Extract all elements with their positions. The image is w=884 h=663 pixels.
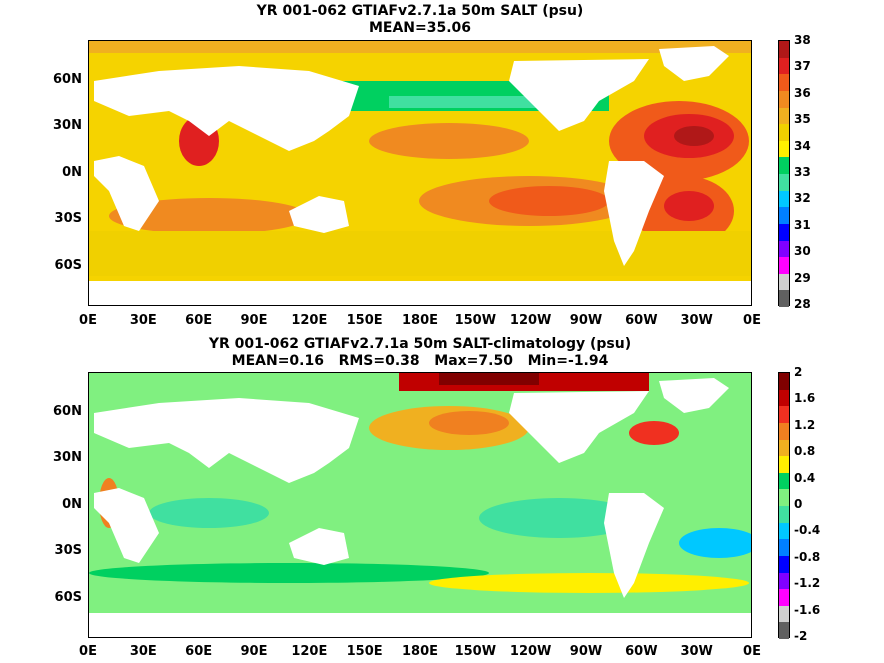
colorbar-segment bbox=[779, 589, 789, 606]
colorbar-segment bbox=[779, 257, 789, 274]
lon-label: 90E bbox=[240, 313, 268, 328]
lat-label-30s: 30S bbox=[54, 543, 82, 558]
colorbar-label: -1.2 bbox=[794, 576, 821, 591]
lon-label: 180E bbox=[401, 313, 439, 328]
lon-label: 90E bbox=[240, 644, 268, 659]
panel2-subtitle: MEAN=0.16 RMS=0.38 Max=7.50 Min=-1.94 bbox=[231, 353, 609, 369]
lon-label: 180E bbox=[401, 644, 439, 659]
lon-label: 150E bbox=[346, 644, 383, 659]
colorbar-segment bbox=[779, 140, 789, 158]
colorbar-label: 28 bbox=[794, 297, 811, 311]
colorbar-label: 35 bbox=[794, 112, 811, 127]
lon-label: 0E bbox=[743, 644, 761, 659]
salinity-map bbox=[88, 40, 752, 306]
colorbar-label: 1.2 bbox=[794, 417, 816, 432]
colorbar-label: 32 bbox=[794, 191, 811, 206]
colorbar-label: 34 bbox=[794, 138, 811, 153]
lon-label: 30E bbox=[129, 313, 157, 328]
colorbar-segment bbox=[779, 622, 789, 639]
lon-label: 150W bbox=[454, 644, 497, 659]
colorbar-anomaly bbox=[778, 372, 790, 639]
salinity-anomaly-map bbox=[88, 372, 752, 638]
colorbar-segment bbox=[779, 41, 789, 58]
colorbar-segment bbox=[779, 57, 789, 75]
lon-label: 150E bbox=[346, 313, 383, 328]
colorbar-segment bbox=[779, 539, 789, 556]
colorbar-segment bbox=[779, 90, 789, 108]
lat-label-30n: 30N bbox=[53, 450, 82, 465]
colorbar-label: -0.4 bbox=[794, 523, 821, 538]
lat-label-60s: 60S bbox=[54, 258, 82, 273]
lon-label: 60E bbox=[185, 644, 213, 659]
lon-label: 60W bbox=[625, 313, 658, 328]
colorbar-segment bbox=[779, 157, 789, 174]
colorbar-label: 0.8 bbox=[794, 444, 816, 459]
lon-label: 150W bbox=[454, 313, 497, 328]
colorbar-label: 36 bbox=[794, 85, 811, 100]
colorbar-segment bbox=[779, 456, 789, 473]
lat-label-60n: 60N bbox=[53, 72, 82, 87]
colorbar-label: -2 bbox=[794, 629, 808, 643]
colorbar-label: 2 bbox=[794, 365, 803, 379]
lon-label: 120W bbox=[509, 313, 552, 328]
lon-label: 120W bbox=[509, 644, 552, 659]
colorbar-label: 38 bbox=[794, 33, 811, 47]
colorbar-segment bbox=[779, 240, 789, 258]
colorbar-segment bbox=[779, 406, 789, 423]
colorbar-label: 1.6 bbox=[794, 391, 816, 406]
colorbar-segment bbox=[779, 522, 789, 540]
lat-label-0n: 0N bbox=[62, 165, 82, 180]
colorbar-segment bbox=[779, 373, 789, 390]
colorbar-label: 29 bbox=[794, 270, 811, 285]
lon-label: 90W bbox=[569, 644, 603, 659]
colorbar-segment bbox=[779, 555, 789, 573]
lon-label: 0E bbox=[79, 313, 97, 328]
colorbar-label: 37 bbox=[794, 59, 811, 74]
lat-label-30n: 30N bbox=[53, 118, 82, 133]
colorbar-segment bbox=[779, 422, 789, 440]
colorbar-label: 33 bbox=[794, 165, 811, 179]
lon-label: 30E bbox=[129, 644, 157, 659]
colorbar-segment bbox=[779, 389, 789, 407]
colorbar-segment bbox=[779, 489, 789, 506]
colorbar-segment bbox=[779, 207, 789, 224]
colorbar-label: 0.4 bbox=[794, 470, 816, 485]
colorbar-segment bbox=[779, 74, 789, 91]
colorbar-segment bbox=[779, 124, 789, 141]
colorbar-segment bbox=[779, 572, 789, 590]
colorbar-label: 0 bbox=[794, 497, 803, 511]
colorbar-label: 31 bbox=[794, 217, 811, 232]
lon-label: 30W bbox=[680, 644, 713, 659]
colorbar-label: -0.8 bbox=[794, 549, 821, 564]
colorbar-segment bbox=[779, 107, 789, 125]
colorbar-segment bbox=[779, 605, 789, 623]
lat-label-60n: 60N bbox=[53, 404, 82, 419]
colorbar-segment bbox=[779, 190, 789, 208]
panel1-title: YR 001-062 GTIAFv2.7.1a 50m SALT (psu) bbox=[256, 3, 584, 19]
panel2-title: YR 001-062 GTIAFv2.7.1a 50m SALT-climato… bbox=[208, 336, 632, 352]
colorbar-salinity bbox=[778, 40, 790, 307]
lon-label: 60E bbox=[185, 313, 213, 328]
colorbar-label: -1.6 bbox=[794, 602, 821, 617]
lon-label: 60W bbox=[625, 644, 658, 659]
lon-label: 0E bbox=[743, 313, 761, 328]
colorbar-segment bbox=[779, 439, 789, 457]
panel1-subtitle: MEAN=35.06 bbox=[368, 20, 472, 36]
lat-label-60s: 60S bbox=[54, 590, 82, 605]
colorbar-label: 30 bbox=[794, 244, 811, 259]
colorbar-segment bbox=[779, 223, 789, 241]
lat-label-30s: 30S bbox=[54, 211, 82, 226]
colorbar-segment bbox=[779, 472, 789, 490]
lon-label: 0E bbox=[79, 644, 97, 659]
colorbar-segment bbox=[779, 273, 789, 291]
colorbar-segment bbox=[779, 290, 789, 307]
lon-label: 120E bbox=[291, 313, 328, 328]
lon-label: 30W bbox=[680, 313, 713, 328]
colorbar-segment bbox=[779, 174, 789, 191]
lon-label: 90W bbox=[569, 313, 603, 328]
lat-label-0n: 0N bbox=[62, 497, 82, 512]
lon-label: 120E bbox=[291, 644, 328, 659]
colorbar-segment bbox=[779, 506, 789, 523]
